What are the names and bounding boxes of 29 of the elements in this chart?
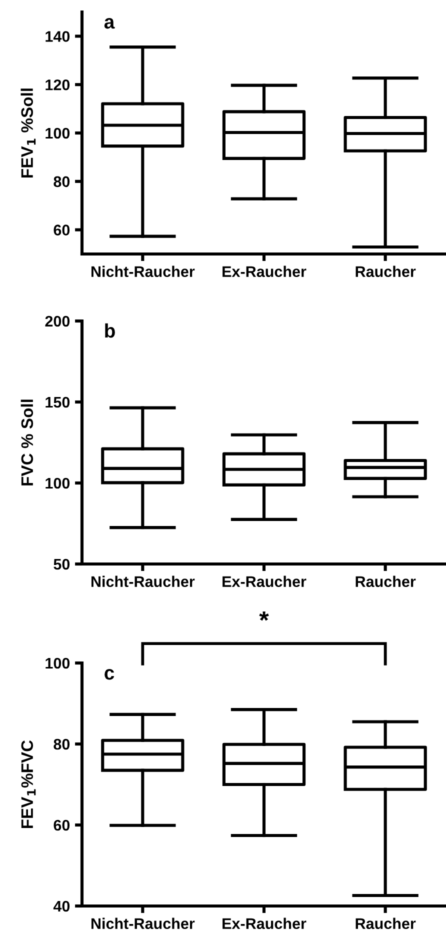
y-tick-label: 100 — [46, 478, 70, 489]
y-tick-label: 140 — [46, 31, 70, 42]
y-tick-label: 120 — [46, 79, 70, 90]
x-tick-label: Ex-Raucher — [222, 266, 306, 278]
x-tick-label: Raucher — [356, 266, 416, 278]
y-tick-label: 50 — [54, 558, 70, 570]
text: * — [259, 611, 269, 621]
y-tick-label: 100 — [46, 658, 70, 669]
x-tick-label: Raucher — [356, 918, 416, 930]
y-tick-label: 80 — [54, 176, 70, 188]
chart-title: b — [105, 323, 115, 338]
y-tick-label: 40 — [53, 900, 70, 912]
y-axis-title: FVC % Soll — [20, 400, 34, 486]
x-tick-label: Raucher — [356, 576, 416, 588]
chart-title: a — [104, 18, 115, 29]
x-tick-label: Nicht-Raucher — [91, 576, 195, 588]
y-tick-label: 100 — [46, 128, 70, 139]
y-tick-label: 60 — [54, 820, 70, 831]
x-tick-label: Ex-Raucher — [222, 576, 306, 588]
y-tick-label: 60 — [54, 224, 70, 236]
y-axis-title: FEV$_{1}$ %Soll — [20, 88, 36, 178]
x-tick-label: Ex-Raucher — [222, 918, 306, 930]
chart-title: c — [104, 669, 114, 680]
x-tick-label: Nicht-Raucher — [91, 266, 195, 278]
y-tick-label: 150 — [46, 396, 70, 408]
y-axis-title: FEV$_{1}$%FVC — [21, 740, 36, 828]
y-tick-label: 200 — [45, 316, 70, 327]
y-tick-label: 80 — [54, 738, 70, 750]
x-tick-label: Nicht-Raucher — [91, 918, 195, 930]
